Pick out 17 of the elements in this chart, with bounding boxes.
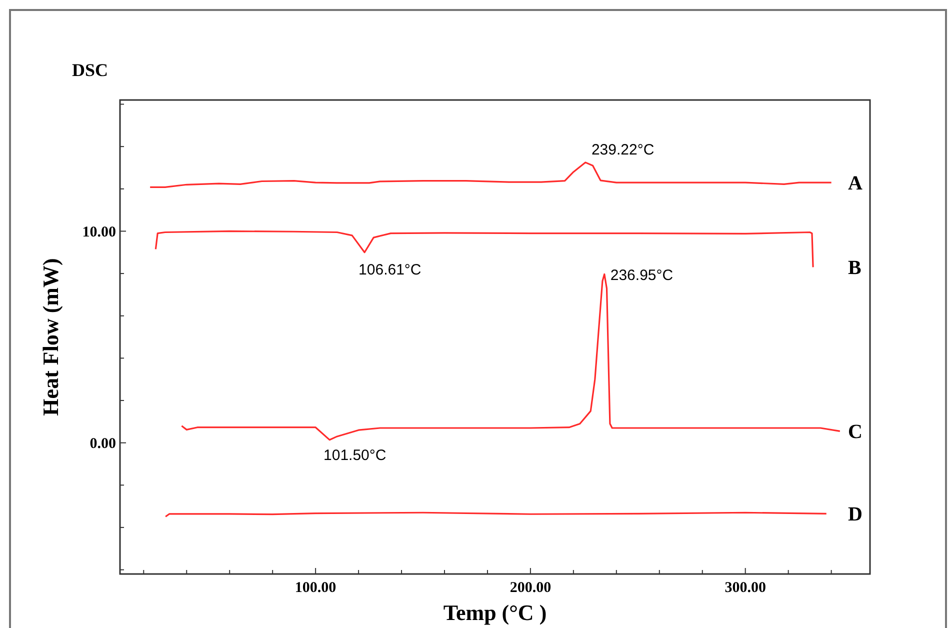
x-tick-label: 200.00 — [510, 580, 552, 596]
line-series — [149, 162, 832, 188]
annotation: 101.50°C — [324, 446, 386, 464]
annotation: 236.95°C — [610, 267, 674, 284]
chart-title: DSC — [72, 60, 108, 80]
y-tick-label: 0.00 — [90, 436, 116, 452]
series-label: B — [848, 257, 862, 280]
x-tick-label: 300.00 — [724, 580, 766, 596]
series-label: C — [848, 421, 862, 444]
x-axis-title: Temp (°C ) — [443, 600, 547, 625]
x-tick-label: 100.00 — [294, 580, 336, 596]
series-label: D — [848, 504, 862, 526]
y-axis-title: Heat Flow (mW) — [38, 258, 63, 416]
annotation: 106.61°C — [358, 261, 422, 278]
series-label: A — [848, 172, 863, 195]
annotation: 239.22°C — [591, 141, 654, 158]
y-tick-label: 10.00 — [82, 224, 116, 240]
